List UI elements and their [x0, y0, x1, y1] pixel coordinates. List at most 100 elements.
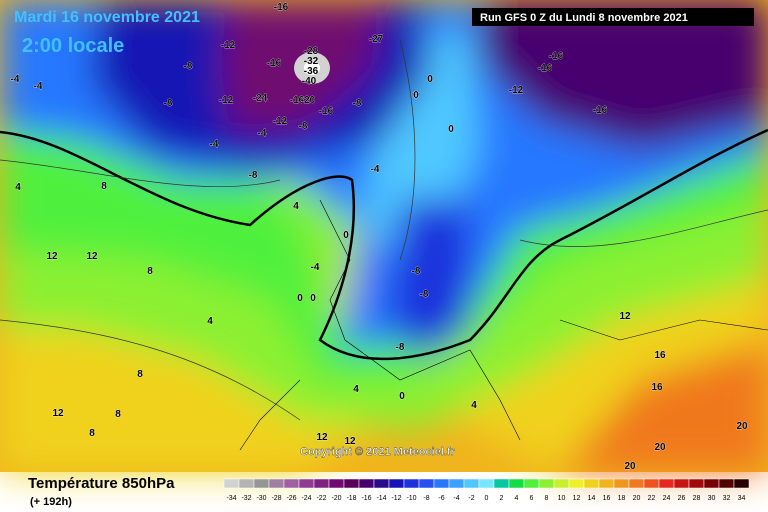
scale-cell — [403, 478, 420, 489]
scale-label: -30 — [256, 495, 266, 502]
contour-label: 4 — [353, 384, 359, 395]
contour-label: -4 — [210, 139, 219, 150]
scale-label: 22 — [648, 495, 656, 502]
contour-label: 12 — [619, 311, 631, 322]
contour-label: 4 — [471, 400, 477, 411]
scale-cell — [448, 478, 465, 489]
scale-cell — [388, 478, 405, 489]
contour-label: -16 — [274, 2, 289, 13]
map-background — [0, 0, 768, 472]
zero-isotherm — [0, 128, 768, 361]
contour-label: -12 — [221, 40, 236, 51]
contour-label: 0 — [399, 391, 405, 402]
contour-label: -16 — [319, 106, 334, 117]
scale-label: 0 — [485, 495, 489, 502]
run-box — [472, 8, 754, 26]
scale-label: 18 — [618, 495, 626, 502]
contour-label: 20 — [736, 421, 748, 432]
contour-label: 8 — [137, 369, 143, 380]
scale-cell — [238, 478, 255, 489]
contour-label: -40 — [302, 76, 317, 87]
contour-label: 0 — [343, 230, 349, 241]
contour-label: 8 — [115, 409, 121, 420]
contour-label: 16 — [654, 350, 666, 361]
contour-label: -8 — [164, 98, 173, 109]
scale-label: 12 — [573, 495, 581, 502]
scale-label: 14 — [588, 495, 596, 502]
scale-cell — [628, 478, 645, 489]
scale-cell — [358, 478, 375, 489]
run-info: Run GFS 0 Z du Lundi 8 novembre 2021 — [480, 12, 688, 24]
scale-cell — [253, 478, 270, 489]
contour-label: -16 — [538, 63, 553, 74]
scale-cell — [283, 478, 300, 489]
contour-label: 4 — [207, 316, 213, 327]
copyright: Copyright © 2021 Meteociel.fr — [300, 446, 456, 458]
scale-cell — [478, 478, 495, 489]
scale-label: -10 — [406, 495, 416, 502]
color-scale: -34 -32 -30 -28 -26 -24 -22 -20 -18 -16 -14 -12 -10-… — [223, 478, 750, 502]
scale-label: -18 — [346, 495, 356, 502]
contour-label: -8 — [184, 61, 193, 72]
scale-label: -34 — [226, 495, 236, 502]
scale-label: 10 — [558, 495, 566, 502]
contour-label: 0 — [427, 74, 433, 85]
scale-cell — [688, 478, 705, 489]
contour-label: 0 — [448, 124, 454, 135]
contour-label: 12 — [46, 251, 58, 262]
contour-label: -36 — [304, 66, 319, 77]
contour-label: -4 — [34, 81, 43, 92]
scale-label: 32 — [723, 495, 731, 502]
scale-label: -6 — [438, 495, 444, 502]
scale-label: 26 — [678, 495, 686, 502]
scale-label: -28 — [271, 495, 281, 502]
contour-label: -16 — [267, 58, 282, 69]
scale-label: -4 — [453, 495, 459, 502]
contour-label: -4 — [371, 164, 380, 175]
scale-cell — [523, 478, 540, 489]
scale-label: -12 — [391, 495, 401, 502]
scale-cell — [268, 478, 285, 489]
contour-label: 16 — [651, 382, 663, 393]
scale-label: 2 — [500, 495, 504, 502]
contour-label: -28 — [304, 46, 319, 57]
scale-cell — [223, 478, 240, 489]
contour-label: -4 — [11, 74, 20, 85]
scale-cell — [553, 478, 570, 489]
scale-label: -26 — [286, 495, 296, 502]
scale-label: 4 — [515, 495, 519, 502]
contour-label: -4 — [258, 128, 267, 139]
footer-title: Température 850hPa — [28, 475, 175, 492]
contour-label: -16 — [290, 95, 305, 106]
scale-cell — [733, 478, 750, 489]
contour-label: 8 — [89, 428, 95, 439]
contour-label: -16 — [593, 105, 608, 116]
contour-label: 8 — [147, 266, 153, 277]
scale-label: -2 — [468, 495, 474, 502]
scale-cell — [613, 478, 630, 489]
contour-label: -8 — [396, 342, 405, 353]
map-time: 2:00 locale — [22, 35, 124, 57]
contour-label: 12 — [316, 432, 328, 443]
contour-label: -27 — [369, 34, 384, 45]
scale-label: -8 — [423, 495, 429, 502]
scale-label: 24 — [663, 495, 671, 502]
scale-cell — [373, 478, 390, 489]
contour-label: 0 — [310, 293, 316, 304]
scale-label: 20 — [633, 495, 641, 502]
scale-cell — [568, 478, 585, 489]
scale-cell — [538, 478, 555, 489]
contour-label: -8 — [249, 170, 258, 181]
contour-label: 4 — [15, 182, 21, 193]
scale-label: 30 — [708, 495, 716, 502]
scale-label: -22 — [316, 495, 326, 502]
contour-label: -12 — [219, 95, 234, 106]
contour-label: 8 — [101, 181, 107, 192]
scale-label: -20 — [331, 495, 341, 502]
scale-label: -32 — [241, 495, 251, 502]
footer-lead: (+ 192h) — [30, 496, 72, 508]
scale-cell — [343, 478, 360, 489]
scale-cell — [298, 478, 315, 489]
